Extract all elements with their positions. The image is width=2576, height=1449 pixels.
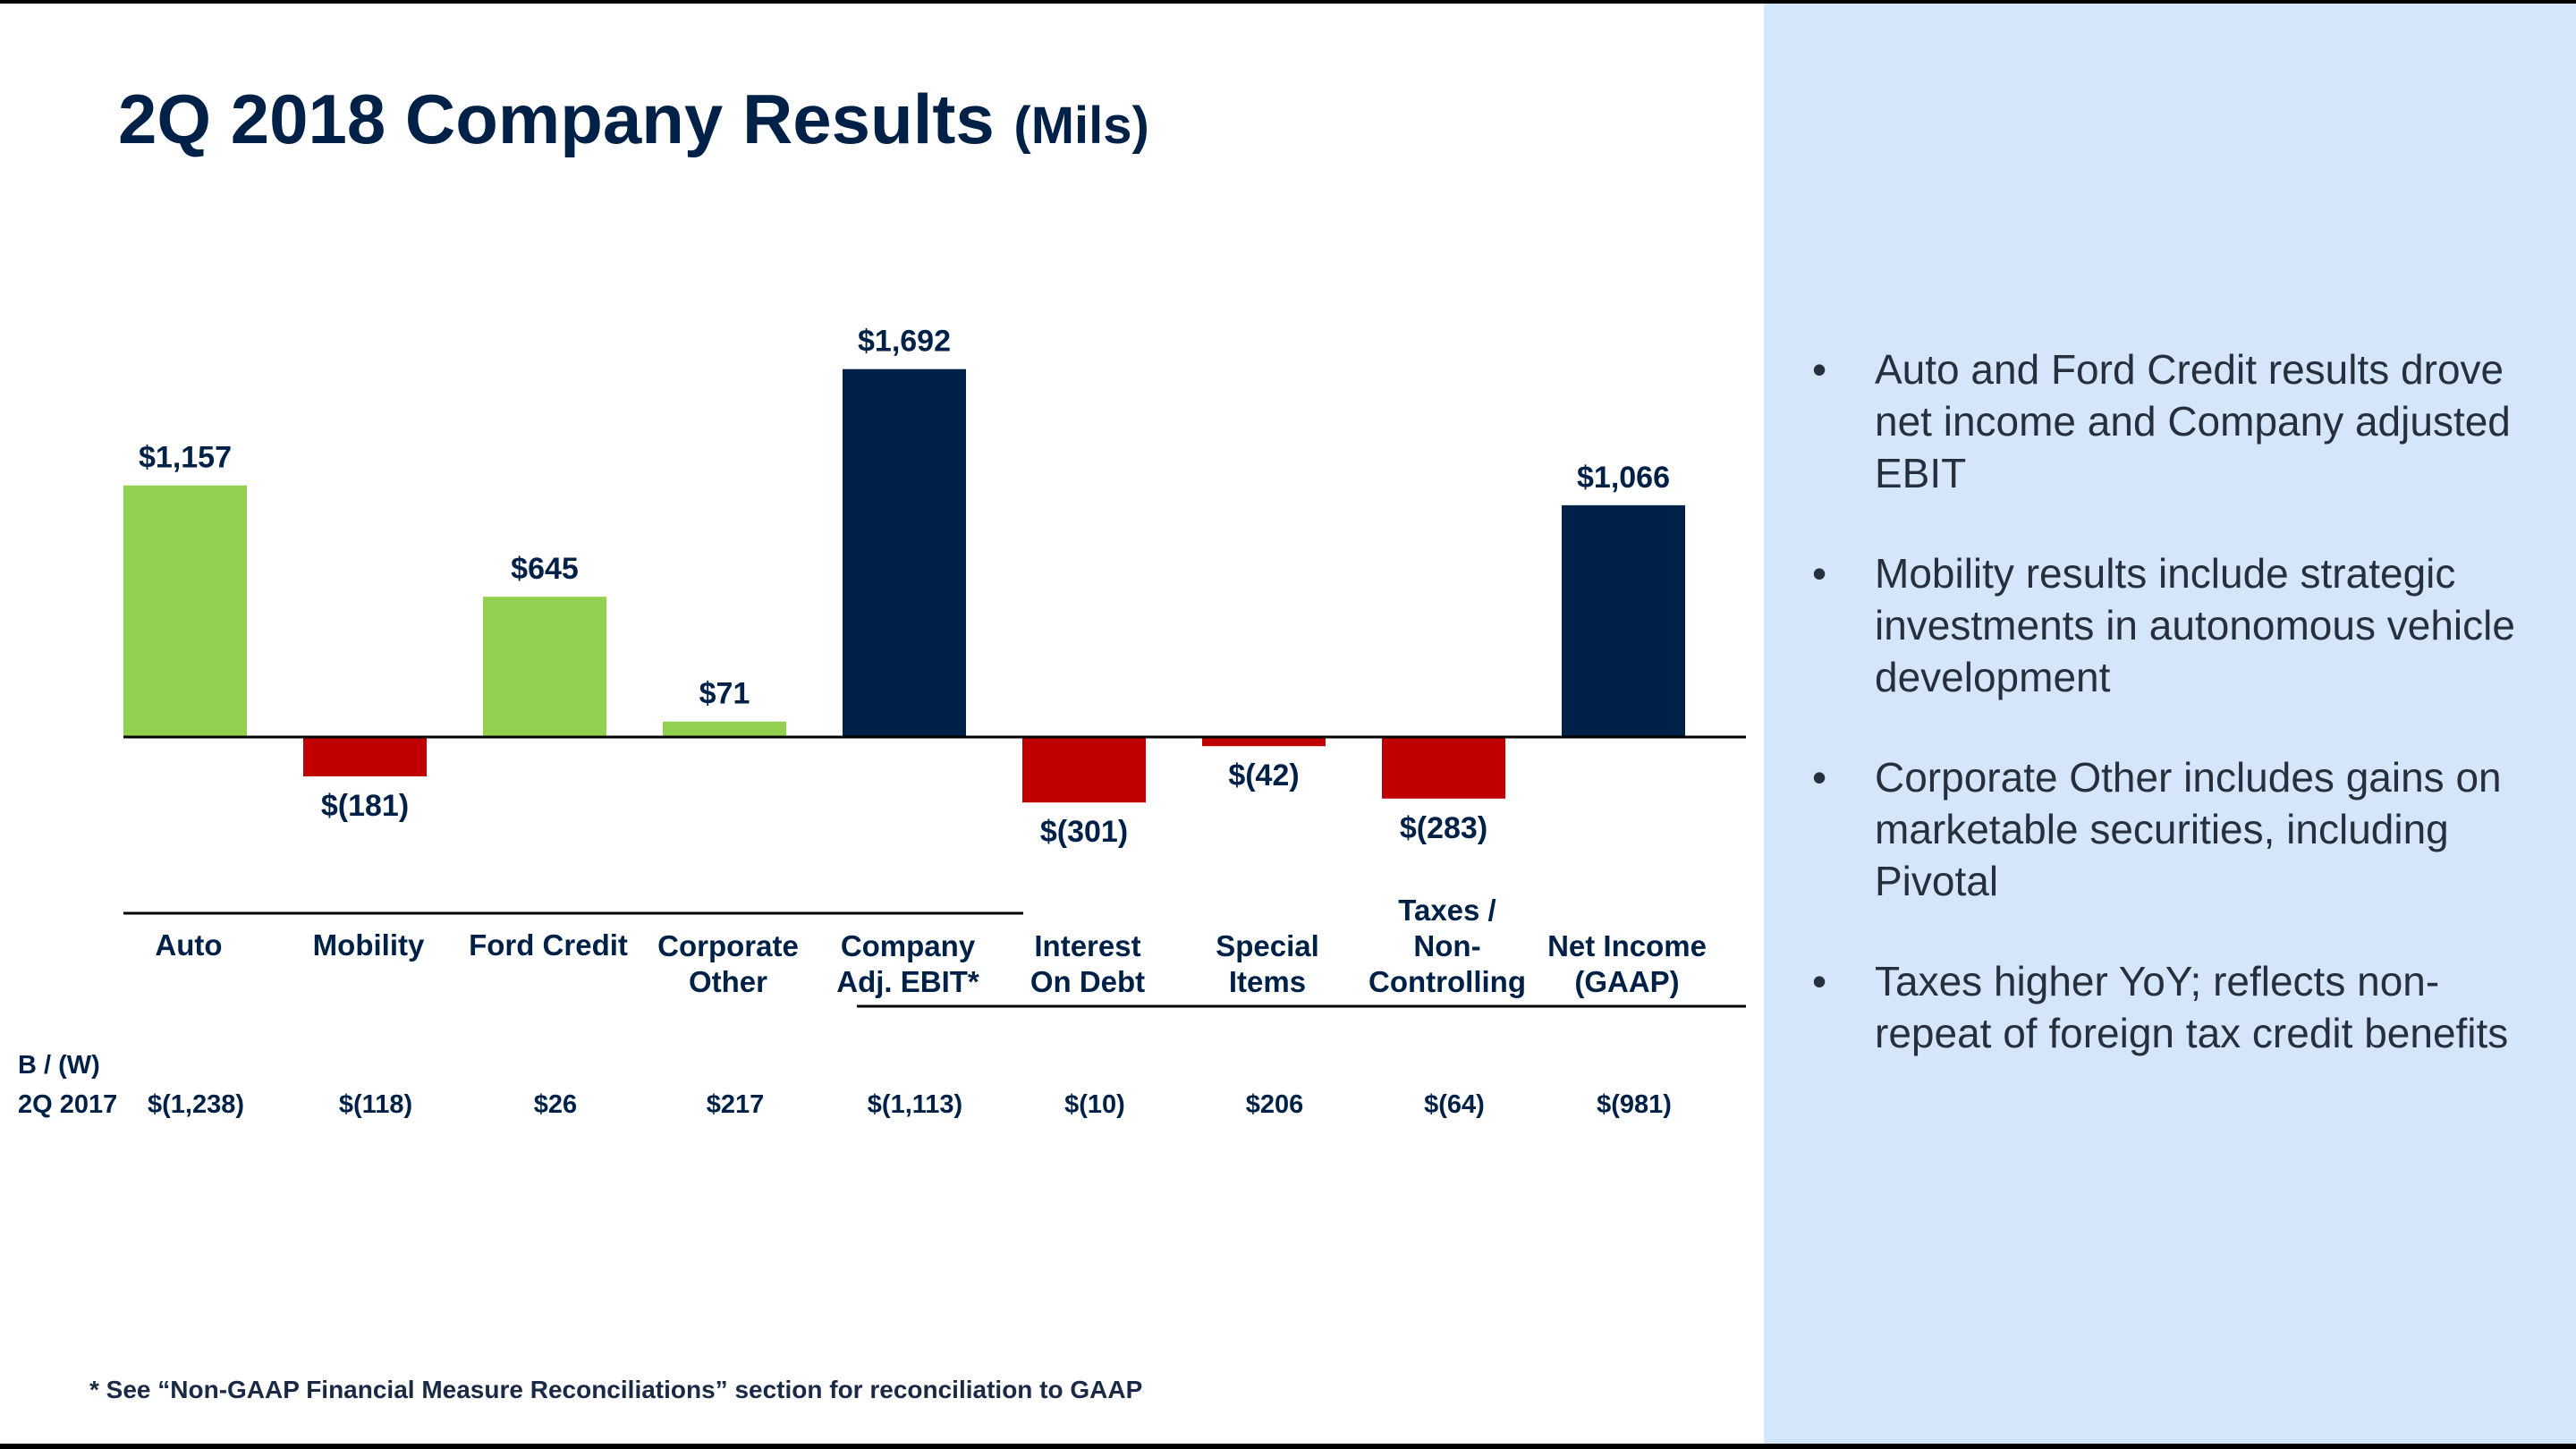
bullet-item: • Corporate Other includes gains on marke… xyxy=(1807,751,2549,907)
comparison-value: $(981) xyxy=(1597,1090,1672,1119)
title-unit: (Mils) xyxy=(1013,97,1149,155)
commentary-bullets: • Auto and Ford Credit results drove net … xyxy=(1807,343,2549,1107)
tick-label: Special xyxy=(1216,929,1319,962)
page-title: 2Q 2018 Company Results (Mils) xyxy=(118,79,1149,160)
bar xyxy=(1202,737,1326,747)
data-label: $645 xyxy=(511,552,579,586)
bar xyxy=(1562,504,1685,737)
bullet-dot-icon: • xyxy=(1812,550,1827,597)
tick-label: Net Income xyxy=(1547,929,1707,962)
tick-label: Interest xyxy=(1034,929,1140,962)
comparison-row-label: 2Q 2017 xyxy=(18,1090,117,1119)
tick-label: Mobility xyxy=(313,928,425,962)
bar xyxy=(663,721,786,737)
bullet-dot-icon: • xyxy=(1812,958,1827,1004)
bullet-dot-icon: • xyxy=(1812,754,1827,801)
tick-label: Taxes / xyxy=(1398,894,1496,927)
tick-label: Other xyxy=(689,965,767,998)
tick-label: Adj. EBIT* xyxy=(836,965,979,998)
bullet-item: • Taxes higher YoY; reflects non-repeat o… xyxy=(1807,955,2549,1059)
bullet-text: Corporate Other includes gains on market… xyxy=(1875,754,2502,904)
tick-label: Corporate xyxy=(657,929,799,962)
tick-label: Non- xyxy=(1413,929,1480,962)
comparison-value: $206 xyxy=(1246,1090,1304,1119)
title-text: 2Q 2018 Company Results xyxy=(118,80,995,158)
bullet-text: Taxes higher YoY; reflects non-repeat of… xyxy=(1875,958,2509,1056)
bullet-dot-icon: • xyxy=(1812,346,1827,393)
bar xyxy=(303,737,427,777)
data-label: $(301) xyxy=(1040,815,1128,849)
data-label: $(181) xyxy=(321,789,409,823)
data-label: $1,692 xyxy=(858,325,951,359)
comparison-value: $26 xyxy=(534,1090,577,1119)
data-label: $(283) xyxy=(1400,811,1487,845)
tick-label: Controlling xyxy=(1368,965,1526,998)
comparison-row-label: B / (W) xyxy=(18,1051,100,1080)
data-label: $71 xyxy=(699,677,750,711)
bar xyxy=(1382,737,1505,799)
bullet-item: • Auto and Ford Credit results drove net … xyxy=(1807,343,2549,499)
bar xyxy=(483,597,606,737)
comparison-value: $(64) xyxy=(1424,1090,1485,1119)
comparison-value: $(1,113) xyxy=(868,1090,962,1119)
tick-label: (GAAP) xyxy=(1574,965,1679,998)
tick-label: Company xyxy=(841,929,976,962)
results-bar-chart: $1,157 $(181) $645 $71 $1,692 $(301) $(42) $(28… xyxy=(18,325,1746,1119)
comparison-value: $(10) xyxy=(1064,1090,1125,1119)
data-label: $1,066 xyxy=(1577,461,1670,495)
data-label: $(42) xyxy=(1228,758,1299,792)
tick-label: Items xyxy=(1229,965,1306,998)
data-label: $1,157 xyxy=(139,441,232,475)
bar xyxy=(1022,737,1146,803)
bar xyxy=(123,485,247,737)
comparison-value: $217 xyxy=(707,1090,765,1119)
top-border xyxy=(0,0,2576,4)
commentary-panel xyxy=(1764,4,2576,1444)
comparison-value: $(118) xyxy=(339,1090,412,1119)
tick-label: Ford Credit xyxy=(469,928,628,962)
bullet-text: Auto and Ford Credit results drove net i… xyxy=(1875,346,2511,496)
comparison-value: $(1,238) xyxy=(148,1090,244,1119)
bar xyxy=(843,369,966,737)
tick-label: Auto xyxy=(155,928,222,962)
bottom-border xyxy=(0,1444,2576,1449)
footnote: * See “Non-GAAP Financial Measure Reconc… xyxy=(89,1376,1143,1403)
bullet-item: • Mobility results include strategic inve… xyxy=(1807,547,2549,703)
tick-label: On Debt xyxy=(1030,965,1145,998)
bullet-text: Mobility results include strategic inves… xyxy=(1875,550,2515,700)
